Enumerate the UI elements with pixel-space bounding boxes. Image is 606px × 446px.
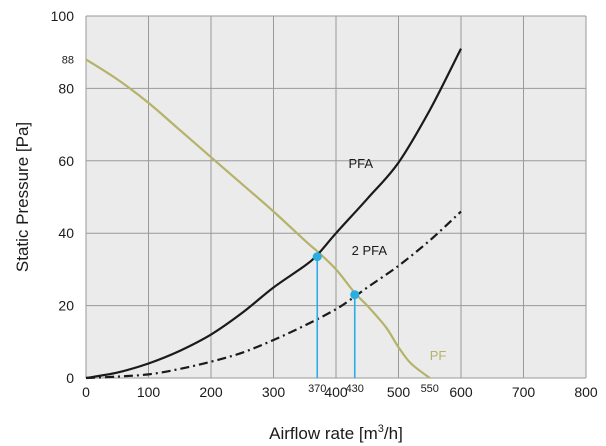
operating-points bbox=[312, 252, 360, 378]
operating-point-marker bbox=[350, 290, 360, 300]
x-tick-label: 100 bbox=[137, 384, 161, 400]
series-2-pfa-label: 2 PFA bbox=[352, 243, 388, 258]
x-tick-label: 500 bbox=[387, 384, 411, 400]
y-tick-label: 40 bbox=[58, 225, 74, 241]
operating-point-label: 370 bbox=[308, 383, 326, 395]
grid-lines bbox=[85, 15, 587, 379]
x-tick-label: 700 bbox=[512, 384, 536, 400]
y-tick-label: 20 bbox=[58, 298, 74, 314]
series-2-pfa-line bbox=[85, 210, 462, 380]
x-tick-label: 300 bbox=[262, 384, 286, 400]
series-pf-line bbox=[85, 58, 431, 379]
tick-labels: 0 100 200 300 400 500 600 700 800 0 20 40 60 80 100 88 P… bbox=[51, 8, 598, 400]
series-layer bbox=[85, 48, 462, 380]
operating-point-label: 430 bbox=[346, 383, 364, 395]
x-annotation-label: 550 bbox=[421, 383, 439, 395]
series-pfa-label: PFA bbox=[349, 156, 374, 171]
y-tick-label: 0 bbox=[66, 370, 74, 386]
x-axis-label-superscript: 3 bbox=[378, 423, 384, 435]
y-annotation-label: 88 bbox=[62, 54, 74, 66]
x-tick-label: 200 bbox=[199, 384, 223, 400]
series-pfa-line bbox=[85, 48, 462, 380]
x-axis-label-suffix: /h] bbox=[384, 424, 403, 443]
y-tick-label: 100 bbox=[51, 8, 75, 24]
y-tick-label: 60 bbox=[58, 153, 74, 169]
y-axis-label: Static Pressure [Pa] bbox=[13, 122, 32, 272]
x-axis-label: Airflow rate [m3/h] bbox=[269, 423, 403, 443]
series-pf-label: PF bbox=[430, 348, 447, 363]
x-tick-label: 400 bbox=[324, 384, 348, 400]
x-tick-label: 800 bbox=[574, 384, 598, 400]
x-tick-label: 0 bbox=[82, 384, 90, 400]
operating-point-marker bbox=[312, 252, 322, 262]
y-tick-label: 80 bbox=[58, 80, 74, 96]
x-tick-label: 600 bbox=[449, 384, 473, 400]
